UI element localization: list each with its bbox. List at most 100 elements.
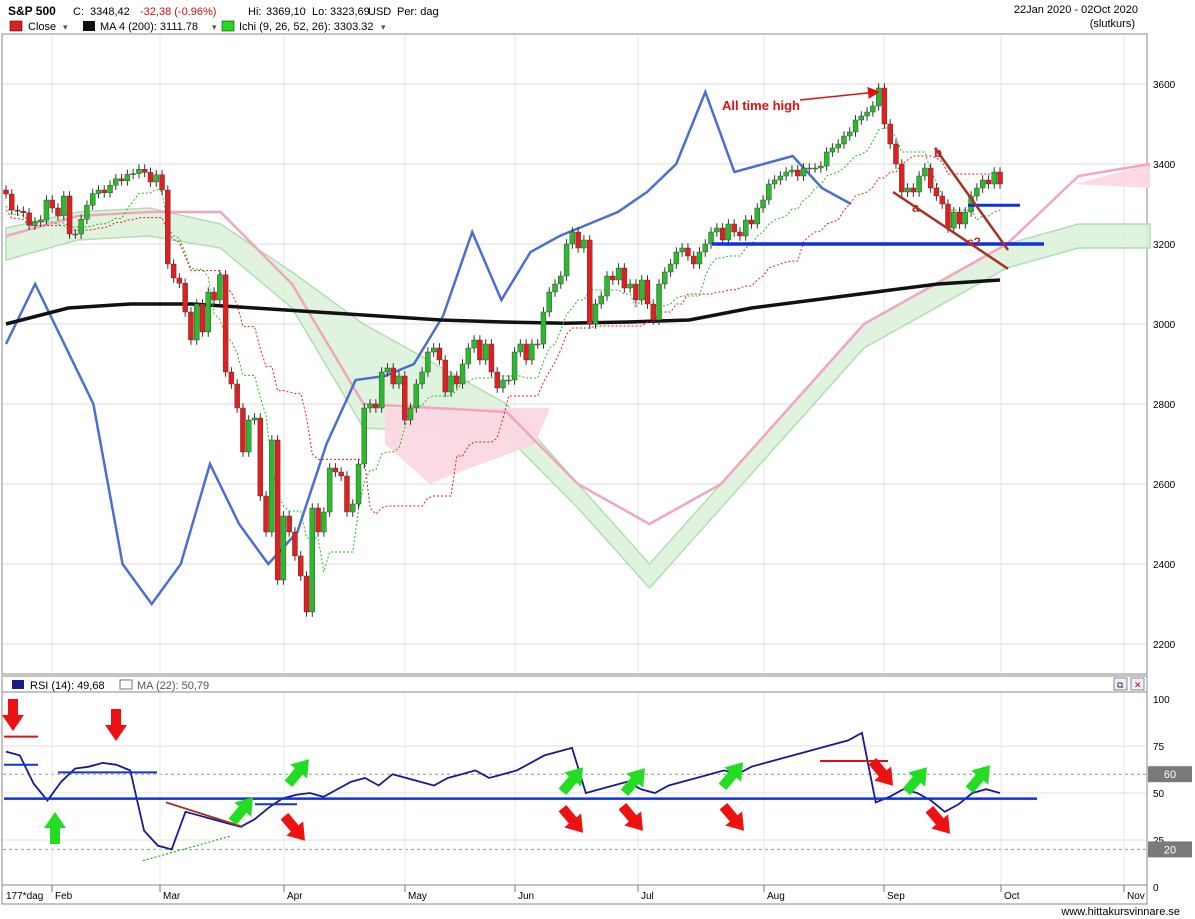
- candle-up: [806, 167, 812, 170]
- candle-down: [49, 199, 55, 209]
- green-arrow-icon: [284, 759, 309, 788]
- senkou-b-line: [5, 162, 1151, 526]
- candle-up: [107, 184, 113, 193]
- red-arrow-icon: [925, 805, 950, 834]
- candle-down: [292, 531, 298, 557]
- candle-up: [656, 283, 662, 321]
- x-tick-label: Jul: [641, 891, 654, 902]
- arrow-shape: [618, 802, 643, 831]
- x-tick-label: Jun: [518, 891, 534, 902]
- candle-down: [956, 211, 963, 225]
- price-annotations: All time high a b c?: [712, 86, 1044, 270]
- red-arrow-icon: [868, 757, 893, 786]
- candle-up: [355, 463, 362, 505]
- candle-up: [922, 167, 928, 177]
- candle-up: [783, 171, 789, 177]
- candle-down: [228, 371, 235, 385]
- candle-up: [627, 283, 633, 289]
- currency-label: USD: [368, 6, 391, 18]
- candle-down: [523, 343, 529, 361]
- close-legend-dropdown-icon[interactable]: ▾: [63, 22, 68, 32]
- candle-down: [315, 507, 321, 533]
- rsi-ma-legend-label[interactable]: MA (22): 50,79: [137, 680, 209, 692]
- candle-up: [696, 251, 703, 265]
- candle-up: [673, 251, 680, 265]
- candle-down: [234, 383, 240, 409]
- arrow-shape: [280, 812, 305, 841]
- candle-down: [748, 219, 755, 225]
- x-axis: Feb Mar Apr May Jun Jul Aug Sep Oct Nov: [51, 885, 1145, 902]
- candle-up: [217, 274, 223, 301]
- ma-legend-label[interactable]: MA 4 (200): 3111.78: [100, 21, 198, 33]
- candle-down: [575, 231, 581, 249]
- arrow-shape: [44, 812, 66, 844]
- candle-down: [985, 179, 992, 185]
- candle-up: [419, 371, 425, 385]
- rsi-restore-icon[interactable]: [1113, 677, 1128, 691]
- arrow-shape: [925, 805, 950, 834]
- x-tick-label: Mar: [163, 891, 181, 902]
- candle-down: [610, 275, 616, 281]
- rsi-legend-label[interactable]: RSI (14): 49,68: [30, 680, 105, 692]
- candle-up: [875, 87, 882, 107]
- candle-up: [916, 175, 922, 193]
- rsi-divergence-line: [165, 801, 244, 828]
- candle-up: [309, 507, 315, 613]
- candle-up: [95, 189, 102, 194]
- candle-up: [61, 195, 67, 216]
- candle-up: [205, 291, 211, 333]
- candle-up: [754, 207, 760, 225]
- candle-up: [72, 233, 79, 236]
- date-range-label: 22Jan 2020 - 02Oct 2020: [1014, 4, 1138, 16]
- rsi-annotations: [2, 699, 990, 844]
- ma-legend-swatch: [83, 21, 95, 31]
- candle-down: [3, 189, 9, 195]
- arrow-shape: [718, 762, 743, 791]
- green-arrow-icon: [718, 762, 743, 791]
- candle-down: [685, 247, 691, 257]
- cloud-pink-area: [385, 408, 550, 484]
- arrow-shape: [868, 757, 893, 786]
- candle-up: [367, 403, 373, 409]
- candle-up: [563, 243, 570, 277]
- ma-legend-dropdown-icon[interactable]: ▾: [212, 22, 217, 32]
- rsi-y-axis: 02550751006020: [1148, 695, 1192, 894]
- candle-up: [979, 179, 986, 189]
- candle-down: [436, 347, 443, 361]
- candle-up: [974, 187, 980, 197]
- rsi-ma-legend-swatch: [119, 679, 133, 690]
- candle-down: [286, 515, 292, 533]
- x-tick-label: Nov: [1127, 891, 1145, 902]
- ichi-legend-dropdown-icon[interactable]: ▾: [381, 22, 386, 32]
- ichimoku-cloud: [5, 162, 1151, 590]
- ichi-legend-label[interactable]: Ichi (9, 26, 52, 26): 3303.32: [239, 21, 374, 33]
- rsi-close-icon[interactable]: [1130, 677, 1145, 691]
- candle-up: [615, 267, 622, 281]
- candle-down: [390, 367, 396, 385]
- range-label: 177*dag: [6, 891, 43, 902]
- candle-up: [465, 347, 472, 365]
- candle-down: [118, 178, 125, 182]
- candle-up: [702, 243, 708, 253]
- red-arrow-icon: [280, 812, 305, 841]
- candle-up: [604, 275, 610, 297]
- candle-up: [743, 219, 749, 237]
- cloud-pink-area-end: [1075, 164, 1150, 188]
- candle-up: [679, 247, 685, 253]
- candle-down: [586, 239, 593, 325]
- wedge-lower-line: [892, 190, 1009, 270]
- candle-up: [113, 178, 119, 186]
- close-legend-label[interactable]: Close: [28, 21, 56, 33]
- candle-up: [448, 375, 454, 393]
- arrow-shape: [965, 765, 990, 794]
- candle-up: [384, 367, 391, 373]
- arrow-shape: [284, 759, 309, 788]
- kijun-line: [5, 155, 1000, 515]
- candle-up: [396, 375, 402, 385]
- ma200-line: [5, 278, 1001, 326]
- candle-up: [558, 275, 564, 285]
- candle-up: [425, 351, 431, 373]
- price-tick-label: 3000: [1153, 320, 1176, 331]
- rsi-tick-label: 75: [1153, 742, 1165, 753]
- candle-up: [552, 283, 558, 293]
